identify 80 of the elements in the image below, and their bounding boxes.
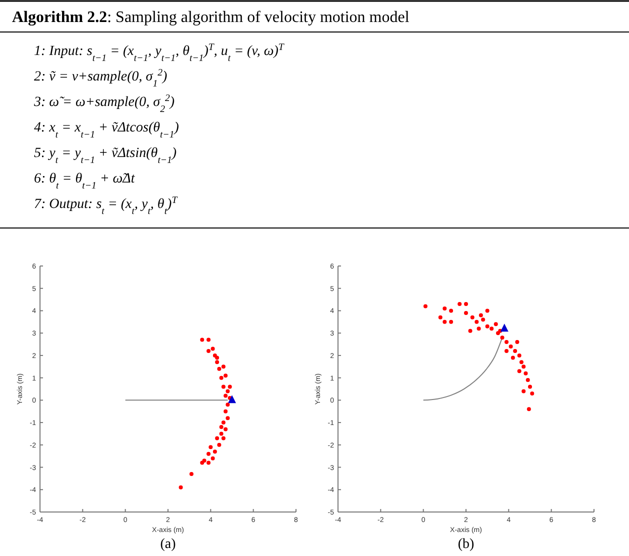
point bbox=[217, 366, 222, 371]
text: Algorithm 2.2: Sampling algorithm of velocity motion model bbox=[12, 9, 410, 26]
point bbox=[504, 348, 509, 353]
text: 2: ṽ = v+sample(0, σ$_{1}$$^{2}$) bbox=[34, 67, 168, 89]
text: (a) bbox=[160, 537, 176, 552]
point bbox=[515, 340, 520, 344]
point bbox=[522, 364, 526, 369]
point bbox=[481, 318, 486, 322]
point bbox=[478, 313, 483, 318]
point bbox=[510, 356, 515, 360]
point bbox=[526, 378, 530, 382]
text: 3: ω̃ = ω+sample(0, σ$_{2}$$^{2}$) bbox=[33, 92, 175, 114]
point bbox=[464, 310, 468, 315]
point bbox=[206, 348, 211, 353]
line-series bbox=[422, 337, 503, 401]
point bbox=[217, 442, 222, 447]
point bbox=[513, 348, 518, 353]
point bbox=[508, 344, 513, 349]
point bbox=[206, 338, 211, 342]
point bbox=[476, 326, 481, 331]
text: 7: Output: s$_{t}$ = (x$_{t}$, y$_{t}$, θ$_{t}$)$^{T}$ bbox=[34, 194, 178, 216]
point bbox=[215, 356, 220, 360]
point bbox=[517, 353, 522, 358]
point bbox=[206, 460, 211, 465]
text: 6: θ$_{t}$ = θ$_{t−1}$ + ω̃Δt bbox=[34, 172, 136, 191]
point bbox=[219, 425, 224, 430]
point bbox=[500, 336, 504, 340]
point bbox=[226, 402, 230, 407]
point bbox=[438, 315, 442, 320]
point bbox=[210, 456, 215, 460]
point bbox=[449, 320, 454, 324]
point bbox=[442, 320, 447, 324]
point bbox=[442, 306, 447, 310]
point bbox=[224, 409, 228, 414]
point bbox=[219, 432, 224, 436]
point bbox=[500, 324, 508, 332]
point bbox=[485, 308, 490, 313]
point bbox=[212, 450, 217, 454]
text: (b) bbox=[458, 537, 474, 552]
point bbox=[458, 302, 462, 306]
point bbox=[221, 384, 226, 389]
point bbox=[224, 394, 228, 398]
point bbox=[524, 371, 528, 376]
point bbox=[522, 389, 526, 394]
point bbox=[221, 436, 226, 440]
point bbox=[215, 360, 220, 364]
point bbox=[517, 369, 522, 374]
point bbox=[178, 485, 183, 490]
point bbox=[530, 391, 534, 396]
point bbox=[208, 445, 213, 450]
point bbox=[224, 427, 228, 432]
point bbox=[210, 346, 215, 351]
point bbox=[228, 395, 236, 404]
point bbox=[528, 384, 532, 389]
point bbox=[423, 304, 428, 308]
point bbox=[470, 315, 474, 320]
point bbox=[226, 416, 230, 420]
point bbox=[224, 374, 228, 378]
point bbox=[219, 376, 224, 380]
point bbox=[215, 436, 220, 440]
point bbox=[519, 360, 524, 364]
text: 1: Input: s$_{t−1}$ = (x$_{t−1}$, y$_{t−1}$, θ$_{t−1}$)$^{T}$, u$_{t}$ = (v, ω)$^{T}$ bbox=[34, 42, 284, 64]
point bbox=[490, 326, 494, 331]
text: 4: x$_{t}$ = x$_{t−1}$ + ṽΔtcos(θ$_{t−1}$) bbox=[34, 120, 180, 140]
point bbox=[464, 302, 468, 306]
point bbox=[206, 452, 211, 456]
point bbox=[474, 320, 479, 324]
point bbox=[494, 322, 498, 326]
point bbox=[504, 340, 509, 344]
point bbox=[221, 420, 226, 425]
point bbox=[449, 308, 454, 313]
point bbox=[200, 338, 204, 342]
point bbox=[221, 364, 226, 369]
point bbox=[526, 407, 531, 412]
text: 5: y$_{t}$ = y$_{t−1}$ + ṽΔtsin(θ$_{t−1}$) bbox=[34, 146, 177, 166]
point bbox=[228, 384, 232, 389]
point bbox=[485, 324, 490, 328]
point bbox=[468, 328, 472, 333]
point bbox=[226, 389, 230, 394]
point bbox=[189, 472, 194, 476]
